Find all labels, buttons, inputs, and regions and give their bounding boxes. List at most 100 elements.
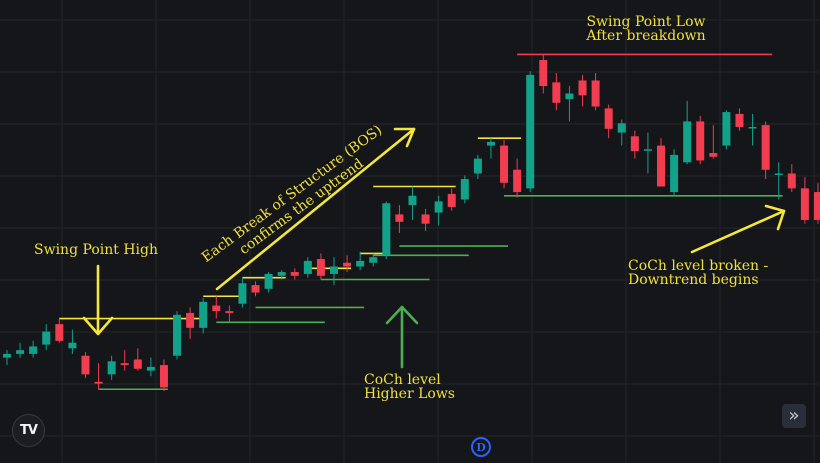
candle (526, 71, 535, 193)
candle-body (212, 305, 221, 312)
candle (173, 311, 182, 360)
coch-up-arrow (385, 305, 419, 369)
candle (159, 359, 168, 392)
candle (683, 100, 692, 165)
candle (94, 363, 103, 390)
candle-body (316, 259, 325, 276)
candle-body (630, 136, 639, 152)
candle-body (369, 257, 378, 263)
candle-body (42, 331, 51, 345)
candle-body (290, 272, 299, 276)
candle-body (238, 283, 247, 304)
candle-body (81, 355, 90, 375)
candle (225, 305, 234, 323)
candle-body (500, 145, 509, 183)
candle (16, 342, 25, 358)
candle (277, 270, 286, 280)
candle (617, 119, 626, 146)
candle-body (617, 123, 626, 133)
candle-body (657, 145, 665, 187)
candle-body (277, 272, 286, 276)
candle (42, 324, 51, 351)
candle (199, 298, 208, 334)
coch-broken-arrow (690, 204, 786, 254)
candle-body (29, 346, 38, 354)
candle-body (251, 285, 260, 293)
candle (500, 140, 509, 189)
tradingview-logo[interactable]: TV (12, 414, 45, 447)
candle-body (133, 359, 142, 369)
candle-body (16, 350, 25, 354)
candle-body (748, 126, 757, 129)
candle (107, 355, 116, 380)
candle-body (539, 60, 548, 87)
candle (356, 251, 365, 271)
candle-body (225, 311, 234, 313)
candle-body (709, 153, 718, 157)
candle-body (264, 273, 273, 289)
candle (186, 307, 195, 340)
candle (251, 281, 260, 297)
candle-body (421, 214, 430, 224)
candle (434, 195, 443, 226)
candle (630, 130, 639, 159)
candle-body (604, 108, 613, 129)
candle (800, 177, 809, 224)
swing-low-label-line2: After breakdown (585, 28, 705, 44)
candle-body (199, 301, 208, 328)
candle-body (447, 193, 456, 207)
candle (212, 296, 221, 319)
candle-body (526, 74, 535, 189)
candle-body (68, 342, 77, 349)
candle (330, 257, 338, 286)
candle (539, 54, 548, 94)
candle (3, 350, 11, 366)
candle-body (565, 93, 574, 100)
candle (382, 201, 391, 260)
candle (120, 350, 129, 371)
candle (473, 154, 482, 180)
candle (787, 164, 796, 193)
candle (29, 340, 38, 358)
candle-body (94, 381, 103, 384)
candle (670, 149, 679, 196)
candle-body (643, 149, 652, 151)
candle (696, 115, 705, 165)
candle-body (330, 266, 338, 274)
bos-arrow (215, 127, 416, 291)
candle (813, 182, 820, 224)
candle (709, 125, 718, 159)
candle (604, 104, 613, 139)
candle (657, 138, 665, 187)
candle (395, 205, 404, 233)
annotation-arrows (82, 127, 786, 369)
candle-body (303, 260, 312, 274)
candle (735, 108, 744, 131)
candle-body (761, 125, 770, 170)
candle-body (55, 324, 64, 341)
candle (290, 268, 299, 280)
candle (748, 113, 757, 146)
candles (3, 54, 820, 392)
candle (343, 255, 352, 273)
candle-body (670, 154, 679, 193)
expand-chevron-button[interactable]: » (782, 404, 806, 428)
candle (303, 257, 312, 278)
candle (408, 186, 417, 220)
candle-body (382, 203, 391, 256)
candle (552, 73, 561, 111)
coch-broken-label-line2: Downtrend begins (628, 272, 759, 288)
d-badge-icon[interactable]: D (471, 437, 491, 457)
candle (460, 175, 469, 204)
candle (643, 132, 652, 174)
candle-body (408, 195, 417, 206)
candle-body (159, 365, 168, 388)
candle-body (683, 121, 692, 163)
candle (761, 121, 770, 180)
candle-body (787, 173, 796, 189)
candle-body (395, 214, 404, 222)
candle (486, 138, 495, 159)
candle-body (107, 361, 116, 375)
candle-body (460, 179, 469, 200)
candle (578, 74, 587, 107)
